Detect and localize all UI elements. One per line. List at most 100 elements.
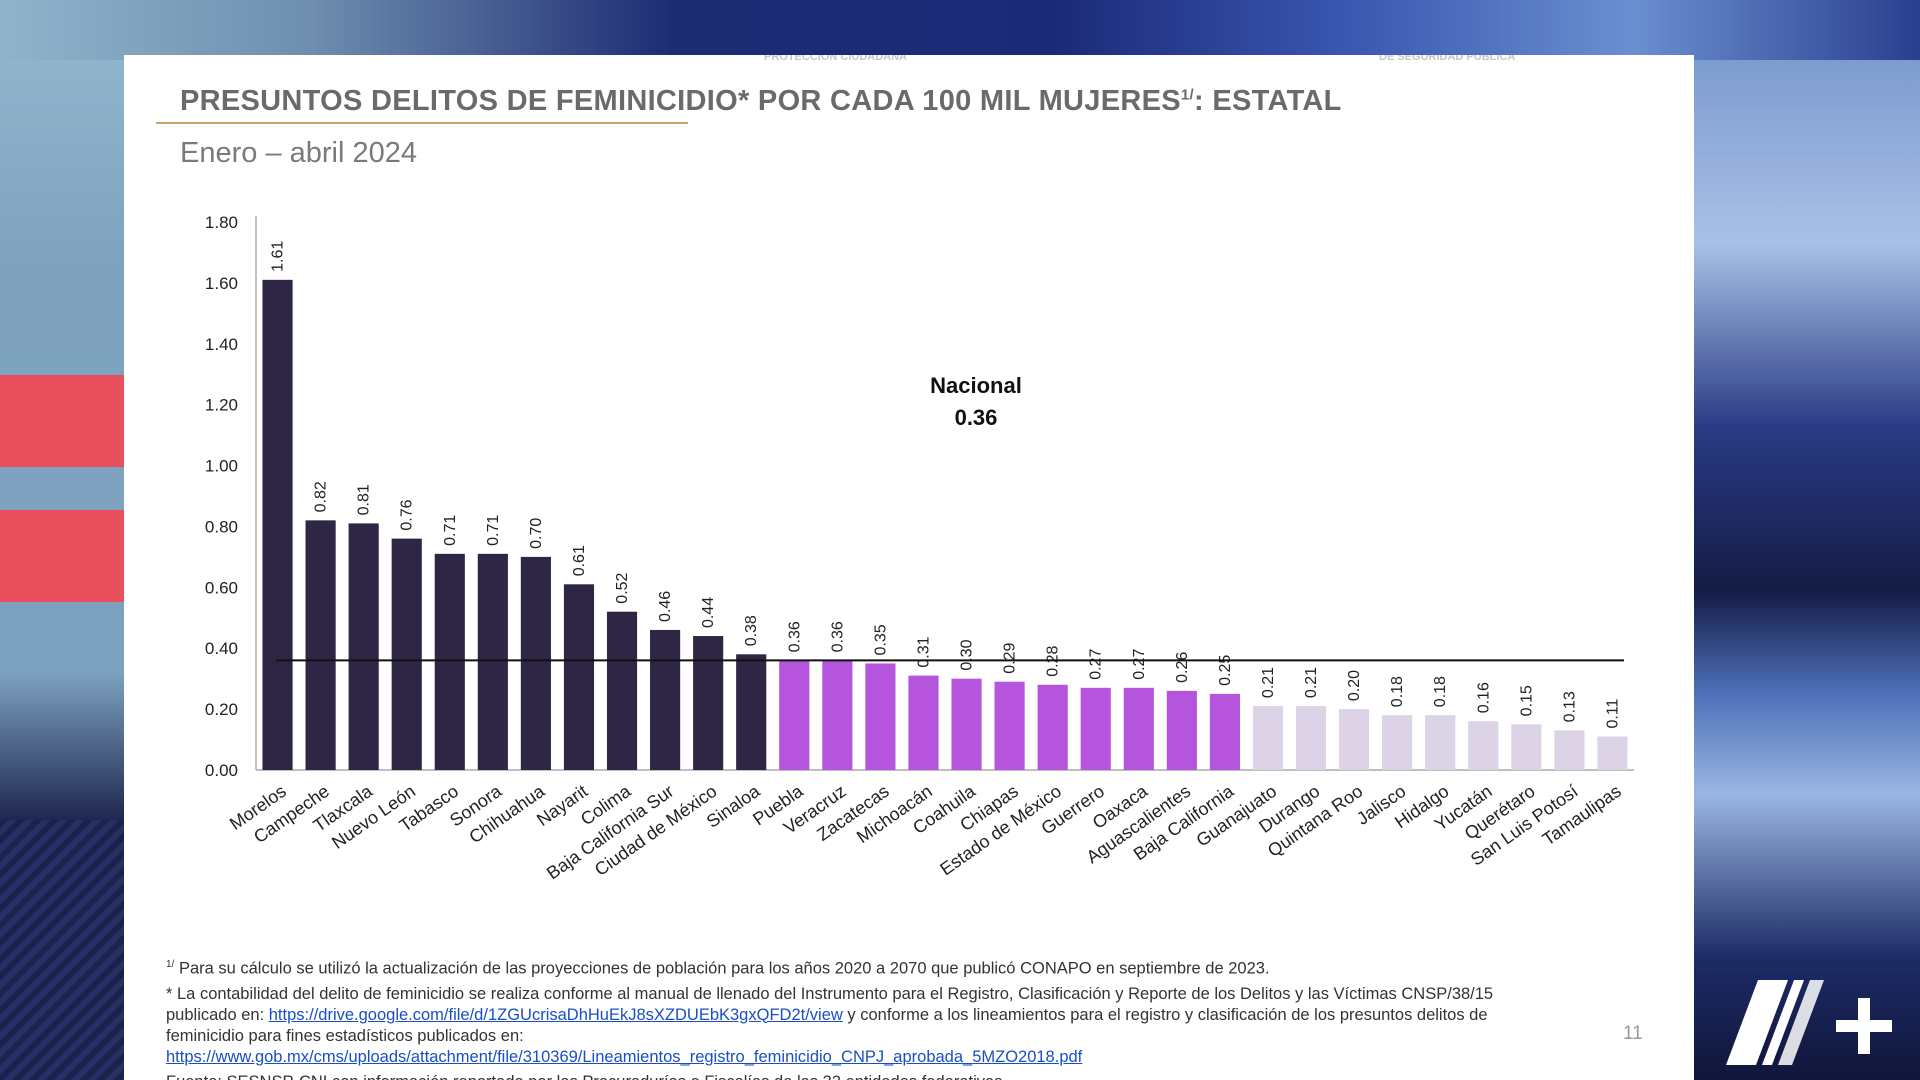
bar-chart: 0.00 0.20 0.40 0.60 0.80 1.00 1.20 1.40 1.60 1.80…	[205, 213, 1634, 883]
chart-title: PRESUNTOS DELITOS DE FEMINICIDIO* POR CA…	[180, 85, 1342, 118]
bar	[1511, 724, 1542, 770]
bar	[1209, 693, 1240, 770]
y-tick-label: 1.40	[205, 335, 238, 354]
bar	[1166, 690, 1197, 770]
bar-value-label: 0.35	[872, 624, 889, 655]
chart-title-footnote-mark: 1/	[1180, 86, 1195, 104]
footnote-1-text: Para su cálculo se utilizó la actualizac…	[178, 959, 1270, 978]
bar	[563, 584, 595, 770]
chart-title-tail: : ESTATAL	[1194, 85, 1342, 117]
slide-header-faint-right: DE SEGURIDAD PÚBLICA	[1379, 55, 1516, 63]
bar-value-label: 0.27	[1131, 649, 1148, 680]
y-tick-label: 0.00	[205, 761, 238, 780]
bar-value-label: 0.82	[313, 481, 330, 512]
bar	[606, 611, 638, 770]
bar	[262, 279, 293, 770]
y-tick-label: 0.40	[205, 639, 238, 658]
footnote-source: Fuente: SESNSP-CNI con información repor…	[166, 1072, 1566, 1080]
bar	[477, 553, 508, 770]
bar	[693, 636, 724, 770]
bar-value-label: 0.44	[700, 597, 717, 628]
national-value: 0.36	[955, 405, 998, 430]
bar	[1295, 706, 1327, 770]
footnote-link-gob[interactable]: https://www.gob.mx/cms/uploads/attachmen…	[166, 1047, 1083, 1066]
bar	[994, 681, 1025, 770]
bar-value-label: 0.27	[1088, 649, 1105, 680]
y-tick-label: 0.20	[205, 700, 238, 719]
bar-value-label: 0.76	[399, 499, 416, 530]
background-top-band	[0, 0, 1920, 60]
bar	[1080, 687, 1111, 770]
bar-value-label: 0.25	[1217, 655, 1234, 686]
bar-value-label: 0.18	[1389, 676, 1406, 707]
bar	[1425, 715, 1456, 770]
bar-value-label: 0.61	[571, 545, 588, 576]
national-reference: Nacional 0.36	[276, 373, 1624, 662]
bar	[650, 629, 681, 770]
bar-value-label: 0.52	[614, 572, 631, 603]
footnotes: 1/ Para su cálculo se utilizó la actuali…	[166, 954, 1566, 1080]
bar-value-label: 0.30	[959, 639, 976, 670]
bar	[1123, 687, 1154, 770]
bar-value-label: 0.11	[1604, 698, 1621, 728]
bar	[1468, 721, 1499, 770]
bar	[1382, 715, 1413, 770]
bar	[1339, 709, 1370, 770]
footnote-link-drive[interactable]: https://drive.google.com/file/d/1ZGUcris…	[268, 1005, 843, 1024]
title-underline	[156, 122, 688, 124]
background-red-block	[0, 510, 124, 602]
y-tick-label: 0.80	[205, 517, 238, 536]
bar-value-label: 0.46	[657, 591, 674, 622]
bar	[1597, 736, 1628, 770]
bar-value-label: 0.15	[1518, 685, 1535, 716]
bar-value-label: 0.16	[1475, 682, 1492, 713]
bar	[1554, 730, 1585, 770]
bar-value-label: 0.36	[829, 621, 846, 652]
y-tick-label: 1.20	[205, 396, 238, 415]
slide-header-faint-left: PROTECCIÓN CIUDADANA	[764, 55, 907, 63]
bar	[865, 663, 896, 770]
bar	[822, 660, 853, 770]
y-tick-label: 1.00	[205, 457, 238, 476]
chart-title-main: PRESUNTOS DELITOS DE FEMINICIDIO* POR CA…	[180, 85, 1181, 117]
bar-value-label: 0.21	[1260, 667, 1277, 698]
bar-value-label: 0.18	[1432, 676, 1449, 707]
background-stripes	[0, 820, 124, 1080]
y-tick-label: 1.60	[205, 274, 238, 293]
bar-value-label: 0.26	[1174, 652, 1191, 683]
bar-value-label: 0.71	[485, 515, 502, 546]
bar-value-label: 0.31	[915, 636, 932, 667]
background-right-band	[1690, 60, 1920, 1080]
footnote-2-text-b: y conforme a los lineamientos para el re…	[166, 1005, 1488, 1045]
bar	[434, 553, 465, 770]
slide: PROTECCIÓN CIUDADANA DE SEGURIDAD PÚBLIC…	[124, 55, 1694, 1080]
bar	[779, 660, 810, 770]
bar-value-label: 0.70	[528, 518, 545, 549]
y-tick-label: 0.60	[205, 578, 238, 597]
bar-value-label: 0.36	[786, 621, 803, 652]
bar	[736, 654, 767, 770]
bar	[1037, 684, 1068, 770]
bar-value-label: 0.13	[1561, 691, 1578, 722]
national-label: Nacional	[930, 373, 1022, 398]
bar-value-label: 0.38	[743, 615, 760, 646]
bar-value-label: 1.61	[270, 241, 287, 272]
chart-subtitle: Enero – abril 2024	[180, 137, 417, 169]
bar	[1252, 706, 1284, 770]
bar-value-label: 0.29	[1002, 642, 1019, 673]
channel-logo-icon	[1726, 980, 1892, 1065]
footnote-1-mark: 1/	[166, 959, 175, 970]
bar-value-label: 0.71	[442, 515, 459, 546]
bar-value-label: 0.21	[1303, 667, 1320, 698]
page-number: 11	[1623, 1023, 1643, 1044]
footnote-2-text-a: * La contabilidad del delito de feminici…	[166, 984, 1494, 1024]
footnote-2: * La contabilidad del delito de feminici…	[166, 984, 1566, 1068]
bars: 1.61 0.82 0.81 0.76 0.71 0.71 0.70 0.61 0.52 0.46…	[262, 241, 1628, 770]
bar	[305, 520, 336, 770]
bar	[391, 538, 422, 770]
y-tick-label: 1.80	[205, 213, 238, 232]
bar	[908, 675, 939, 770]
background-red-block	[0, 375, 124, 467]
